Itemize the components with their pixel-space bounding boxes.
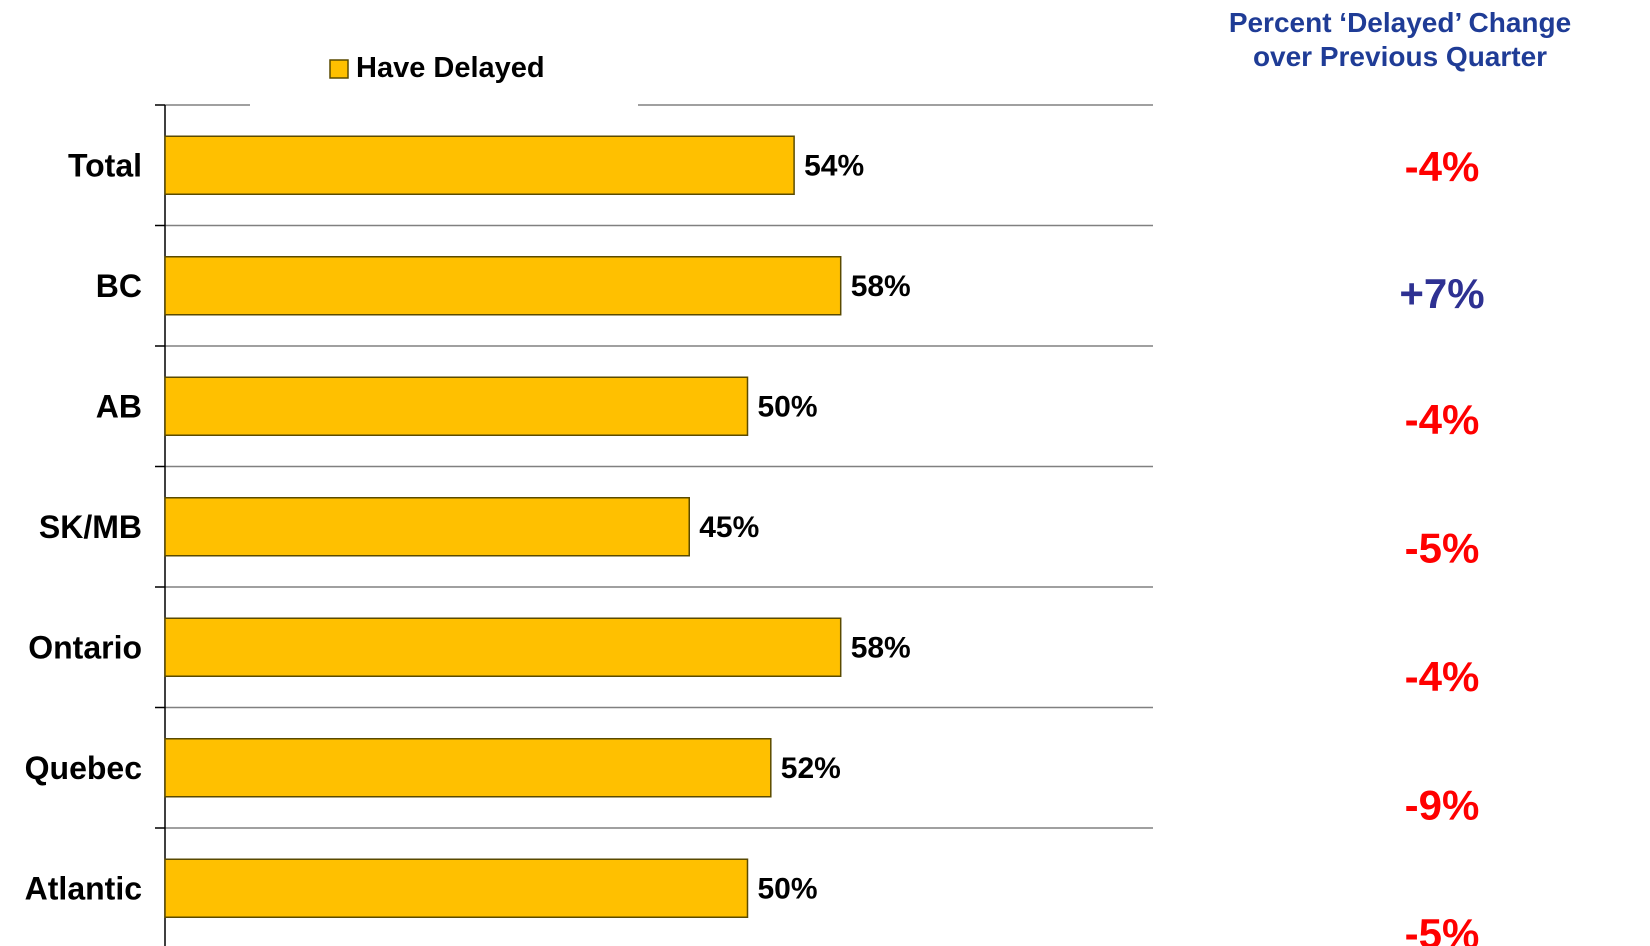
change-panel-title: Percent ‘Delayed’ Change over Previous Q…	[1200, 6, 1600, 74]
data-label: 50%	[758, 390, 818, 423]
bar	[164, 738, 772, 798]
category-label: Atlantic	[25, 870, 142, 906]
change-value: +7%	[1399, 270, 1484, 317]
change-value: -5%	[1405, 525, 1480, 572]
data-label: 45%	[699, 511, 759, 544]
change-value: -4%	[1405, 143, 1480, 190]
legend-label: Have Delayed	[356, 52, 545, 84]
legend-swatch	[329, 59, 349, 79]
bar	[164, 256, 842, 316]
category-label: AB	[96, 388, 142, 424]
change-value: -9%	[1405, 782, 1480, 829]
data-label: 52%	[781, 752, 841, 785]
data-label: 54%	[804, 149, 864, 182]
data-label: 50%	[758, 872, 818, 905]
bar	[164, 135, 795, 195]
bar	[164, 376, 749, 436]
bar	[164, 497, 690, 557]
category-label: Total	[68, 147, 142, 183]
change-value: -4%	[1405, 653, 1480, 700]
bar	[164, 617, 842, 677]
bar	[164, 858, 749, 918]
change-value: -5%	[1405, 910, 1480, 946]
category-label: Quebec	[25, 750, 142, 786]
category-label: SK/MB	[39, 509, 142, 545]
change-panel-title-line2: over Previous Quarter	[1252, 41, 1548, 72]
category-label: Ontario	[28, 629, 142, 665]
data-label: 58%	[851, 270, 911, 303]
change-panel-title-line1: Percent ‘Delayed’ Change	[1228, 7, 1572, 38]
data-label: 58%	[851, 631, 911, 664]
change-value: -4%	[1405, 396, 1480, 443]
category-label: BC	[96, 268, 142, 304]
